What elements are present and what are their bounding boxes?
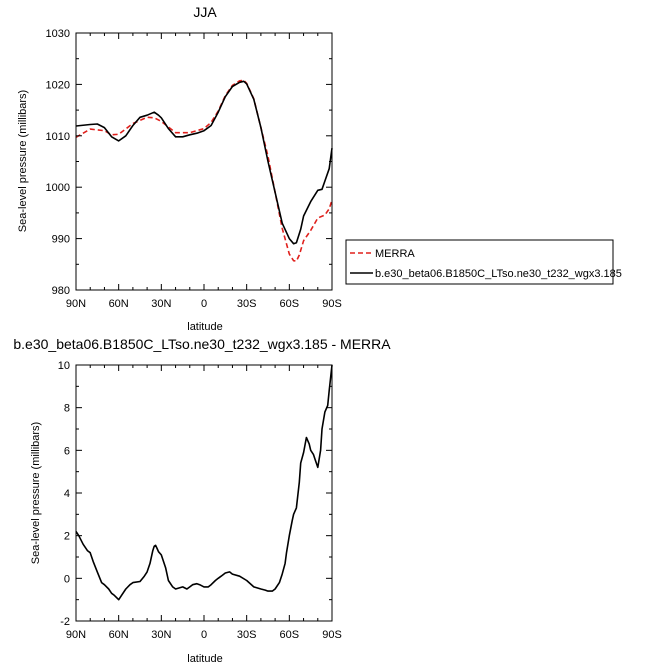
legend-label-merra: MERRA [375, 248, 415, 260]
bottom-chart-y-tick-label: 2 [64, 531, 70, 543]
top-chart-y-tick-label: 1010 [46, 131, 70, 143]
bottom-chart-y-tick-label: 8 [64, 403, 70, 415]
legend: MERRA b.e30_beta06.B1850C_LTso.ne30_t232… [345, 239, 622, 285]
top-chart-x-tick-label: 60N [109, 298, 129, 310]
bottom-chart-x-tick-label: 30N [151, 629, 171, 641]
top-chart-y-tick-label: 990 [52, 234, 70, 246]
top-chart-x-tick-label: 90S [322, 298, 342, 310]
top-chart-y-tick-label: 1030 [46, 28, 70, 40]
bottom-chart-plot-frame [75, 364, 333, 622]
bottom-chart-title: b.e30_beta06.B1850C_LTso.ne30_t232_wgx3.… [13, 336, 391, 352]
bottom-chart-series-line-0 [75, 364, 333, 601]
top-chart-series [75, 79, 333, 262]
bottom-chart-y-tick-label: 10 [58, 360, 70, 372]
top-chart-title: JJA [193, 4, 217, 20]
bottom-chart-ylabel: Sea-level pressure (millibars) [30, 422, 42, 564]
bottom-chart-y-tick-label: -2 [60, 616, 70, 628]
top-chart: JJA 90N 60N 30N 0 30S 60S 90S 980 990 1000 1010 102… [17, 4, 342, 333]
top-chart-series-line-0 [75, 79, 333, 262]
legend-box [345, 239, 614, 285]
top-chart-plot-frame [75, 32, 333, 291]
bottom-chart-ticks: 90N 60N 30N 0 30S 60S 90S -2 0 2 4 6 8 10 [58, 360, 342, 641]
top-chart-x-tick-label: 30S [237, 298, 257, 310]
top-chart-y-tick-label: 1000 [46, 182, 70, 194]
bottom-chart-y-tick-label: 4 [64, 488, 70, 500]
top-chart-x-tick-label: 60S [280, 298, 300, 310]
legend-label-model: b.e30_beta06.B1850C_LTso.ne30_t232_wgx3.… [375, 268, 622, 280]
top-chart-x-tick-label: 30N [151, 298, 171, 310]
bottom-chart-x-tick-label: 60S [280, 629, 300, 641]
bottom-chart-x-tick-label: 90N [66, 629, 86, 641]
bottom-chart: b.e30_beta06.B1850C_LTso.ne30_t232_wgx3.… [13, 336, 391, 665]
bottom-chart-x-tick-label: 0 [201, 629, 207, 641]
bottom-chart-series [75, 364, 333, 601]
bottom-chart-y-tick-label: 0 [64, 573, 70, 585]
top-chart-ylabel: Sea-level pressure (millibars) [17, 90, 29, 232]
bottom-chart-y-tick-label: 6 [64, 445, 70, 457]
top-chart-y-tick-label: 1020 [46, 79, 70, 91]
top-chart-series-line-1 [75, 80, 333, 245]
bottom-chart-xlabel: latitude [187, 653, 222, 665]
top-chart-xlabel: latitude [187, 321, 222, 333]
top-chart-x-tick-label: 0 [201, 298, 207, 310]
top-chart-x-tick-label: 90N [66, 298, 86, 310]
top-chart-ticks: 90N 60N 30N 0 30S 60S 90S 980 990 1000 1010 1020 103… [46, 28, 342, 310]
bottom-chart-x-tick-label: 30S [237, 629, 257, 641]
bottom-chart-x-tick-label: 60N [109, 629, 129, 641]
top-chart-y-tick-label: 980 [52, 285, 70, 297]
bottom-chart-x-tick-label: 90S [322, 629, 342, 641]
